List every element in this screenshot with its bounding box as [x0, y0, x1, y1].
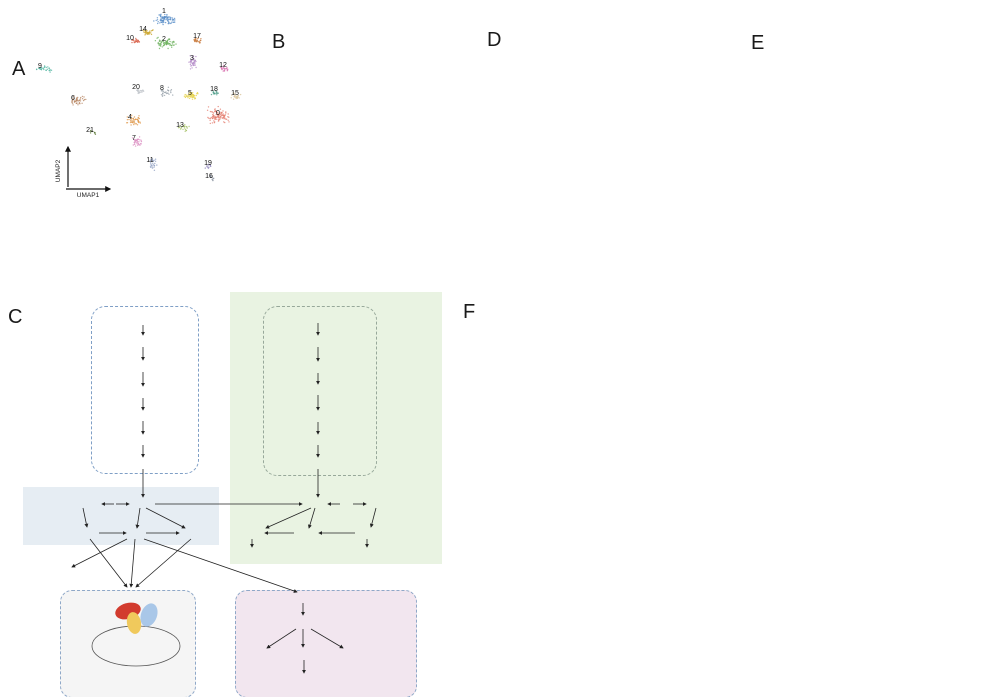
panel-emsa-luc: [455, 272, 1000, 697]
label: 16: [205, 173, 213, 180]
label: 9: [38, 63, 42, 70]
umap-cluster-19: [204, 163, 212, 169]
panel-label-c: C: [8, 306, 23, 328]
umap-cluster-18: [210, 90, 219, 96]
label: 4: [128, 114, 132, 121]
umap-cluster-4: [126, 114, 141, 126]
umap-axes: [65, 145, 112, 192]
panel-label-f: F: [463, 301, 476, 323]
label: 10: [126, 35, 134, 42]
label: 15: [231, 90, 239, 97]
umap-cluster-9: [35, 65, 53, 73]
panel-expression-chart: [750, 32, 998, 260]
umap-cluster-1: [153, 13, 176, 26]
expression-bar-chart: [750, 32, 998, 260]
label: 12: [219, 62, 227, 69]
label: 20: [132, 84, 140, 91]
umap-cluster-12: [220, 64, 229, 72]
label: 0: [216, 110, 220, 117]
triterpenoid-box: [235, 590, 417, 697]
umap-cluster-2: [154, 36, 177, 50]
label: 3: [190, 55, 194, 62]
pathway-arrows: [71, 323, 377, 674]
label: 17: [193, 33, 201, 40]
label: 11: [146, 157, 153, 164]
umap-cluster-3: [188, 55, 197, 70]
panel-label-e: E: [751, 32, 765, 54]
umap-cluster-7: [131, 136, 143, 147]
umap-cluster-6: [71, 95, 87, 106]
mep-box: [263, 306, 377, 476]
umap-cluster-21: [89, 129, 97, 135]
umap-cluster-10: [131, 37, 141, 44]
umap-cluster-5: [183, 91, 199, 101]
panel-network: [468, 28, 753, 263]
umap-cluster-13: [177, 124, 190, 133]
umap-cluster-11: [149, 158, 158, 171]
umap-cluster-15: [230, 92, 242, 100]
umap-cluster-14: [142, 29, 154, 36]
label: 8: [160, 85, 164, 92]
initiator-region: [23, 487, 219, 545]
panel-label-a: A: [12, 58, 26, 80]
label: UMAP2: [55, 159, 62, 182]
label: 1: [162, 8, 166, 15]
panel-label-b: B: [272, 31, 286, 53]
label: 13: [176, 122, 184, 129]
label: 7: [132, 135, 136, 142]
umap-cluster-0: [206, 105, 230, 125]
label: 14: [139, 26, 147, 33]
network-nodes: [468, 28, 753, 263]
umap-cluster-20: [136, 88, 145, 95]
panel-label-d: D: [487, 29, 502, 51]
label: 5: [188, 90, 192, 97]
rubber-particle-graphic: [91, 602, 181, 667]
label: 19: [204, 160, 212, 167]
mva-box: [91, 306, 199, 474]
panel-pseudotime: [260, 28, 472, 268]
umap-cluster-8: [160, 86, 174, 98]
panel-umap: 1 14 10 2 17 3 12 9 20 8 5 18 15 0 6 13 4 21 7 11 19 16 UMAP2 U…: [8, 5, 258, 267]
label: 18: [210, 86, 218, 93]
umap-cluster-17: [193, 37, 202, 44]
panel-pathway: [15, 282, 455, 697]
umap-cluster-16: [209, 174, 215, 182]
pseudotime-plot: [260, 28, 472, 268]
label: 21: [86, 127, 94, 134]
label: UMAP1: [77, 192, 100, 199]
pathway-labels: [15, 282, 455, 697]
label: 6: [71, 95, 75, 102]
label: 2: [162, 36, 166, 43]
plastid-region: [230, 292, 442, 564]
